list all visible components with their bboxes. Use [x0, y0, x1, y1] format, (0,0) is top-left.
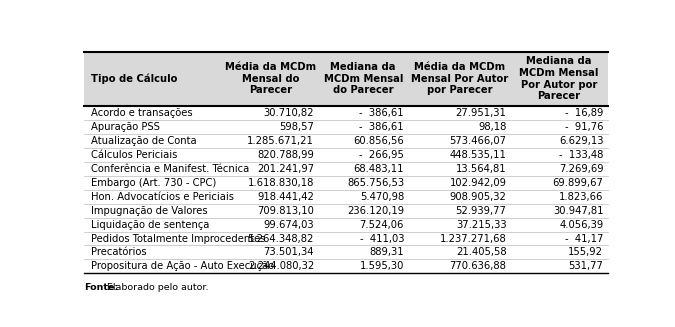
- Text: 770.636,88: 770.636,88: [450, 261, 506, 271]
- Text: 865.756,53: 865.756,53: [347, 178, 404, 188]
- Text: -  16,89: - 16,89: [565, 108, 603, 118]
- Text: 236.120,19: 236.120,19: [347, 206, 404, 215]
- Text: -  266,95: - 266,95: [359, 150, 404, 160]
- Text: 820.788,99: 820.788,99: [257, 150, 314, 160]
- Text: Mediana da
MCDm Mensal
Por Autor por
Parecer: Mediana da MCDm Mensal Por Autor por Par…: [520, 57, 599, 101]
- Text: Apuração PSS: Apuração PSS: [90, 122, 159, 132]
- Text: Impugnação de Valores: Impugnação de Valores: [90, 206, 207, 215]
- Text: 73.501,34: 73.501,34: [263, 248, 314, 257]
- Text: 1.237.271,68: 1.237.271,68: [440, 233, 506, 244]
- Text: Hon. Advocatícios e Periciais: Hon. Advocatícios e Periciais: [90, 192, 234, 202]
- Text: 573.466,07: 573.466,07: [450, 136, 506, 146]
- Text: 37.215,33: 37.215,33: [456, 219, 506, 230]
- Text: 1.823,66: 1.823,66: [559, 192, 603, 202]
- Bar: [84, 52, 608, 106]
- Text: 448.535,11: 448.535,11: [450, 150, 506, 160]
- Text: 99.674,03: 99.674,03: [263, 219, 314, 230]
- Text: 155,92: 155,92: [568, 248, 603, 257]
- Text: 98,18: 98,18: [478, 122, 506, 132]
- Text: Cálculos Periciais: Cálculos Periciais: [90, 150, 177, 160]
- Text: Liquidação de sentença: Liquidação de sentença: [90, 219, 209, 230]
- Text: Elaborado pelo autor.: Elaborado pelo autor.: [104, 284, 209, 292]
- Text: 102.942,09: 102.942,09: [450, 178, 506, 188]
- Text: 4.056,39: 4.056,39: [559, 219, 603, 230]
- Text: Fonte:: Fonte:: [84, 284, 119, 292]
- Text: 5.264.348,82: 5.264.348,82: [248, 233, 314, 244]
- Text: 598,57: 598,57: [279, 122, 314, 132]
- Text: Média da MCDm
Mensal do
Parecer: Média da MCDm Mensal do Parecer: [225, 62, 316, 95]
- Text: 68.483,11: 68.483,11: [354, 164, 404, 174]
- Text: 2.244.080,32: 2.244.080,32: [248, 261, 314, 271]
- Text: Pedidos Totalmente Improcedentes: Pedidos Totalmente Improcedentes: [90, 233, 265, 244]
- Text: 60.856,56: 60.856,56: [353, 136, 404, 146]
- Text: Precatórios: Precatórios: [90, 248, 146, 257]
- Text: 1.595,30: 1.595,30: [360, 261, 404, 271]
- Text: -  133,48: - 133,48: [559, 150, 603, 160]
- Text: -  91,76: - 91,76: [565, 122, 603, 132]
- Text: Embargo (Art. 730 - CPC): Embargo (Art. 730 - CPC): [90, 178, 216, 188]
- Text: -  386,61: - 386,61: [359, 108, 404, 118]
- Text: Média da MCDm
Mensal Por Autor
por Parecer: Média da MCDm Mensal Por Autor por Parec…: [411, 62, 508, 95]
- Text: 918.441,42: 918.441,42: [257, 192, 314, 202]
- Text: 21.405,58: 21.405,58: [456, 248, 506, 257]
- Text: 908.905,32: 908.905,32: [450, 192, 506, 202]
- Text: 7.269,69: 7.269,69: [559, 164, 603, 174]
- Text: 1.285.671,21: 1.285.671,21: [247, 136, 314, 146]
- Text: 709.813,10: 709.813,10: [257, 206, 314, 215]
- Text: 1.618.830,18: 1.618.830,18: [248, 178, 314, 188]
- Text: 889,31: 889,31: [369, 248, 404, 257]
- Text: Acordo e transações: Acordo e transações: [90, 108, 192, 118]
- Text: Tipo de Cálculo: Tipo de Cálculo: [90, 74, 177, 84]
- Text: 13.564,81: 13.564,81: [456, 164, 506, 174]
- Text: 30.947,81: 30.947,81: [553, 206, 603, 215]
- Text: Propositura de Ação - Auto Execução: Propositura de Ação - Auto Execução: [90, 261, 274, 271]
- Text: 6.629,13: 6.629,13: [559, 136, 603, 146]
- Text: -  386,61: - 386,61: [359, 122, 404, 132]
- Text: 7.524,06: 7.524,06: [360, 219, 404, 230]
- Text: 27.951,31: 27.951,31: [456, 108, 506, 118]
- Text: -  41,17: - 41,17: [565, 233, 603, 244]
- Text: -  411,03: - 411,03: [360, 233, 404, 244]
- Text: 52.939,77: 52.939,77: [456, 206, 506, 215]
- Text: 5.470,98: 5.470,98: [360, 192, 404, 202]
- Text: 30.710,82: 30.710,82: [263, 108, 314, 118]
- Text: Conferência e Manifest. Técnica: Conferência e Manifest. Técnica: [90, 164, 249, 174]
- Text: 531,77: 531,77: [568, 261, 603, 271]
- Text: Mediana da
MCDm Mensal
do Parecer: Mediana da MCDm Mensal do Parecer: [323, 62, 403, 95]
- Text: 201.241,97: 201.241,97: [257, 164, 314, 174]
- Text: 69.899,67: 69.899,67: [552, 178, 603, 188]
- Text: Atualização de Conta: Atualização de Conta: [90, 136, 196, 146]
